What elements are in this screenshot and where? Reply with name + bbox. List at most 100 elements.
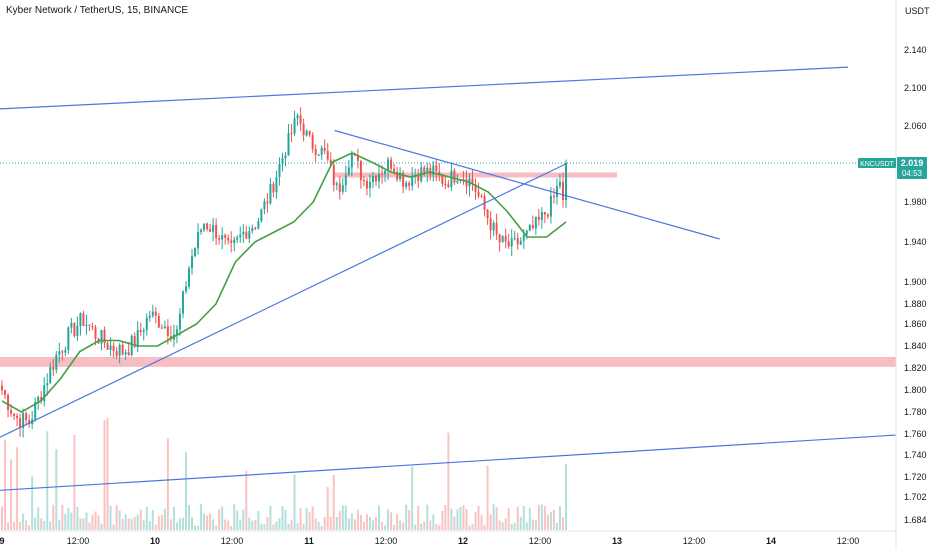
candle [269, 184, 272, 204]
volume-bar [287, 523, 290, 530]
volume-bar [492, 504, 495, 530]
candle [368, 181, 371, 189]
candle [438, 171, 441, 176]
candle [543, 212, 546, 215]
volume-bar [169, 519, 172, 530]
candle [507, 241, 510, 247]
candle [299, 115, 302, 124]
candle [22, 413, 25, 428]
candle [251, 228, 254, 232]
volume-bar [519, 516, 522, 530]
volume-bar [40, 518, 43, 530]
x-tick-label: 14 [766, 536, 776, 546]
candle [58, 351, 61, 355]
volume-bar [347, 518, 350, 530]
volume-bar [432, 514, 435, 530]
x-tick-label: 10 [150, 536, 160, 546]
x-tick-label: 12 [458, 536, 468, 546]
volume-bar [191, 517, 194, 530]
candle [350, 153, 353, 168]
volume-bar [215, 525, 218, 530]
candle [85, 324, 88, 326]
candle [338, 183, 341, 192]
y-tick-label: 1.720 [904, 472, 927, 482]
candle [115, 351, 118, 356]
candle [242, 231, 245, 235]
volume-bar [49, 521, 52, 530]
candle [426, 167, 429, 173]
candle [384, 170, 387, 174]
candle [474, 184, 477, 193]
candle [450, 170, 453, 188]
volume-bar [399, 520, 402, 530]
volume-bar [447, 432, 450, 530]
volume-bar [4, 439, 7, 530]
volume-bar [387, 509, 390, 530]
volume-bar [218, 509, 221, 530]
volume-bar [187, 505, 190, 530]
volume-bar [248, 517, 251, 530]
volume-bar [61, 504, 64, 530]
candle [67, 327, 70, 351]
y-axis[interactable]: 1.684 1.702 1.720 1.740 1.760 1.780 1.800 1.820… [895, 0, 927, 550]
candle [549, 195, 552, 217]
candle [408, 182, 411, 186]
candle [218, 238, 221, 240]
candle [203, 223, 206, 230]
x-tick-label: 12:00 [221, 536, 244, 546]
candle [281, 157, 284, 164]
volume-bar [480, 514, 483, 530]
candle [525, 230, 528, 235]
candle [435, 165, 438, 172]
candle [356, 155, 359, 162]
volume-bar [227, 520, 230, 530]
volume-bar [420, 523, 423, 530]
trendlines[interactable] [0, 66, 897, 491]
volume-bar [537, 504, 540, 530]
volume-bar [489, 514, 492, 530]
x-axis[interactable]: 9 12:00 10 12:00 11 12:00 12 12:00 13 12:00 14 12:0… [0, 530, 896, 546]
volume-bar [468, 525, 471, 530]
volume-bar [181, 517, 184, 530]
candle [133, 335, 136, 347]
volume-bar [405, 504, 408, 530]
volume-bar [501, 522, 504, 530]
candle [52, 367, 55, 370]
candle [405, 182, 408, 187]
candle [16, 415, 19, 419]
chart-title: Kyber Network / TetherUS, 15, BINANCE [6, 5, 189, 16]
volume-bar [444, 505, 447, 530]
volume-bar [266, 517, 269, 530]
candle [465, 179, 468, 187]
candle [239, 234, 242, 238]
volume-bar [408, 510, 411, 530]
price-tag-value: 2.019 [901, 158, 924, 168]
volume-bar [82, 518, 85, 530]
candle [275, 176, 278, 193]
candle [492, 223, 495, 231]
candle [175, 329, 178, 335]
candle [212, 224, 215, 232]
volume-bar [70, 512, 73, 530]
candle [320, 147, 323, 155]
candle [163, 326, 166, 329]
candle [272, 184, 275, 193]
candle [215, 224, 218, 239]
candle [399, 172, 402, 180]
volume-bar [341, 505, 344, 530]
candle [142, 330, 145, 332]
x-tick-label: 12:00 [683, 536, 706, 546]
candle [378, 173, 381, 182]
volume-bar [37, 507, 40, 530]
volume-bar [221, 506, 224, 530]
ma-line [1, 152, 567, 413]
volume-bar [332, 474, 335, 530]
candle [417, 175, 420, 181]
y-tick-label: 1.800 [904, 385, 927, 395]
candle [498, 234, 501, 243]
volume-bar [329, 516, 332, 530]
volume-bar [281, 506, 284, 530]
candle [191, 256, 194, 269]
candle [70, 323, 73, 328]
